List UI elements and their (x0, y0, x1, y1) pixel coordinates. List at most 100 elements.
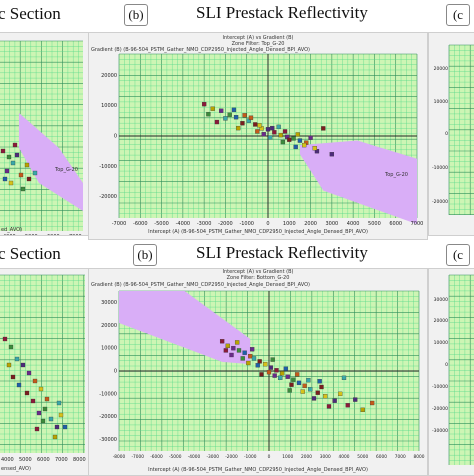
y-tick-label: -10000 (432, 384, 448, 390)
data-point (315, 390, 320, 395)
top-right-crossplot: 20000 10000 0 -10000 -20000 (432, 44, 474, 215)
data-point (267, 135, 273, 140)
x-tick-label: 3000 (325, 221, 338, 227)
bottom-left-crossplot: 4000 5000 6000 7000 8000 (0, 274, 86, 463)
x-tick-label: 6000 (389, 221, 402, 227)
data-point (272, 373, 277, 378)
data-point (270, 125, 275, 131)
x-tick-label: 4000 (1, 457, 14, 463)
x-tick-label: -7000 (132, 454, 145, 460)
panel-c-badge: (c (446, 4, 470, 26)
data-point (287, 137, 292, 142)
x-tick-label: 7000 (411, 221, 424, 227)
x-tick-label: 6000 (37, 457, 50, 463)
zone-filter-label: Zone Filter: Bottom_G-20 (226, 275, 290, 281)
x-tick-label: 7000 (69, 234, 82, 235)
data-point (326, 404, 332, 409)
data-point (319, 384, 324, 390)
zone-filter-label: Zone Filter: Top_G-20 (231, 41, 285, 47)
data-point (248, 353, 253, 359)
y-tick-label: -10000 (432, 165, 448, 171)
data-point (317, 379, 322, 384)
data-point (278, 375, 283, 381)
data-point (283, 366, 289, 371)
y-tick-label: 30000 (101, 300, 117, 306)
data-point (223, 348, 229, 353)
y-tick-label: 0 (445, 362, 448, 368)
data-point (353, 397, 358, 402)
panel-c-badge: (c (446, 244, 470, 266)
y-tick-label: 30000 (434, 297, 448, 303)
data-point (291, 136, 296, 141)
x-tick-label: -6000 (150, 454, 163, 460)
left-section-title: c Section (0, 4, 61, 23)
y-tick-label: -10000 (99, 391, 117, 397)
y-tick-label: 0 (114, 369, 117, 375)
y-axis-label: Gradient (B) (B-96-504_PSTM_Gather_NMO_C… (91, 282, 310, 288)
data-point (242, 350, 247, 355)
x-tick-label: 1000 (282, 454, 293, 460)
x-tick-label: -3000 (197, 221, 212, 227)
data-point (227, 112, 232, 117)
data-point (279, 371, 285, 376)
panel-b-badge: (b) (124, 4, 148, 26)
data-point (272, 130, 277, 135)
x-tick-label: -1000 (244, 454, 257, 460)
x-axis-label: ed_AVO) (1, 227, 23, 233)
x-tick-label: 7000 (55, 457, 68, 463)
x-tick-label: 2000 (304, 221, 317, 227)
data-point (58, 412, 64, 418)
x-tick-label: -3000 (207, 454, 220, 460)
data-point (266, 369, 272, 375)
data-point (24, 390, 30, 396)
center-section-title: SLI Prestack Reflectivity (196, 243, 368, 262)
data-point (270, 357, 275, 362)
data-point (223, 116, 228, 121)
data-point (259, 372, 264, 377)
x-tick-label: 0 (266, 221, 269, 227)
x-tick-label: 5000 (19, 457, 32, 463)
data-point (20, 362, 26, 368)
x-tick-label: 0 (268, 454, 271, 460)
y-tick-label: 10000 (101, 346, 117, 352)
data-point (294, 372, 300, 377)
data-point (8, 180, 14, 186)
x-tick-label: 5000 (25, 234, 38, 235)
left-section-title: c Section (0, 244, 61, 263)
data-point (219, 108, 224, 113)
data-point (36, 410, 42, 416)
x-tick-label: -1000 (239, 221, 254, 227)
data-point (206, 111, 211, 117)
data-point (280, 139, 286, 145)
y-axis-label: Gradient (B) (B-96-504_PSTM_Gather_NMO_C… (91, 47, 310, 53)
top-left-crossplot-window: Top_G-20 4000 5000 6000 7000 ed_AVO) (0, 32, 90, 236)
center-section-title: SLI Prestack Reflectivity (196, 3, 368, 22)
data-point (255, 129, 260, 134)
top-center-crossplot: Top_G-20 -7000 -6000 -5000 -4000 -3000 -2000-… (99, 53, 424, 227)
data-point (302, 142, 307, 148)
data-point (255, 363, 260, 368)
y-tick-label: 0 (114, 134, 117, 140)
bottom-center-crossplot: -8000 -7000 -6000 -5000 -4000 -3000 -2000 -1000… (99, 290, 425, 460)
data-point (210, 106, 215, 111)
x-tick-label: -5000 (154, 221, 169, 227)
classification-polygon (119, 291, 251, 365)
plot-title: Intercept (A) vs Gradient (B) (222, 269, 294, 275)
data-point (338, 391, 343, 397)
data-point (54, 424, 60, 430)
x-tick-label: 7000 (395, 454, 406, 460)
data-point (2, 176, 8, 182)
x-tick-label: -4000 (176, 221, 191, 227)
data-point (236, 348, 242, 353)
zone-annotation: Top_G-20 (384, 172, 408, 178)
data-point (40, 418, 46, 424)
data-point (297, 138, 303, 143)
y-tick-label: 20000 (101, 73, 117, 79)
data-point (257, 359, 262, 364)
data-point (236, 125, 241, 131)
data-point (251, 356, 257, 361)
y-tick-label: -10000 (99, 164, 117, 170)
x-tick-label: 8000 (73, 457, 86, 463)
data-point (225, 343, 230, 349)
data-point (10, 160, 16, 166)
